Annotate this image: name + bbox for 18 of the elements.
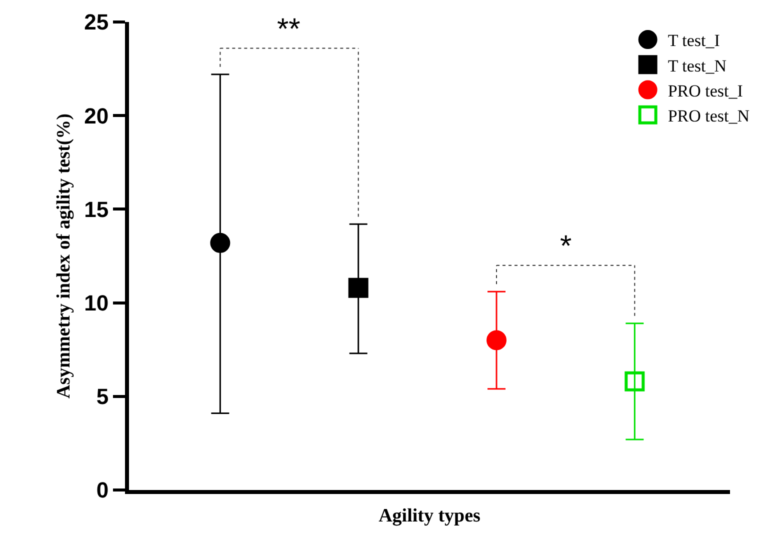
annotation: ** [277, 13, 301, 46]
x-axis-title: Agility types [378, 506, 480, 527]
point [486, 330, 507, 350]
y-tick-label: 5 [96, 384, 109, 410]
annotation: * [560, 230, 572, 263]
legend-label: T test_N [668, 56, 727, 76]
y-tick-label: 10 [84, 290, 109, 316]
point [210, 232, 230, 253]
y-tick-label: 20 [84, 103, 109, 128]
y-axis-title: Asymmetry index of agility test(%) [53, 114, 74, 398]
point [624, 371, 645, 392]
y-tick-label: 15 [84, 196, 109, 222]
point [348, 278, 368, 298]
y-tick-label: 25 [84, 10, 109, 35]
legend-label: PRO test_I [668, 81, 744, 100]
legend-label: PRO test_N [668, 106, 750, 126]
y-tick-label: 0 [96, 478, 109, 503]
legend-label: T test_I [668, 31, 720, 50]
